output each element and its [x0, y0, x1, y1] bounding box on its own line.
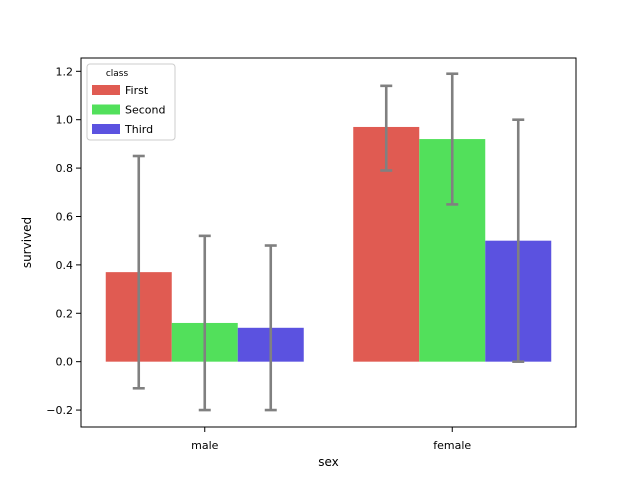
legend-swatch-first — [92, 85, 120, 95]
y-tick-label: 0.2 — [56, 307, 74, 320]
legend-label-first: First — [125, 84, 149, 97]
y-tick-label: −0.2 — [46, 404, 73, 417]
bars-layer — [105, 126, 552, 362]
y-tick-label: 0.8 — [56, 162, 74, 175]
y-tick-label: 0.6 — [56, 210, 74, 223]
axes-frame — [80, 57, 577, 428]
legend-label-second: Second — [125, 104, 165, 117]
y-tick-label: 1.0 — [56, 114, 74, 127]
y-tick-label: 0.0 — [56, 356, 74, 369]
legend-swatch-third — [92, 124, 120, 134]
legend: class First Second Third — [86, 63, 176, 141]
y-tick-label: 0.4 — [56, 259, 74, 272]
x-axis: male female — [191, 427, 471, 452]
legend-title: class — [106, 69, 129, 79]
legend-swatch-second — [92, 104, 120, 115]
y-axis: −0.2 0.0 0.2 0.4 0.6 0.8 1.0 1.2 — [46, 65, 81, 417]
x-tick-label: female — [433, 439, 471, 452]
legend-label-third: Third — [124, 123, 153, 136]
y-axis-label: survived — [20, 217, 34, 268]
x-axis-label: sex — [318, 455, 339, 469]
y-tick-label: 1.2 — [56, 65, 74, 78]
legend-box — [86, 63, 176, 141]
x-tick-label: male — [191, 439, 219, 452]
error-bars-layer — [132, 72, 525, 412]
